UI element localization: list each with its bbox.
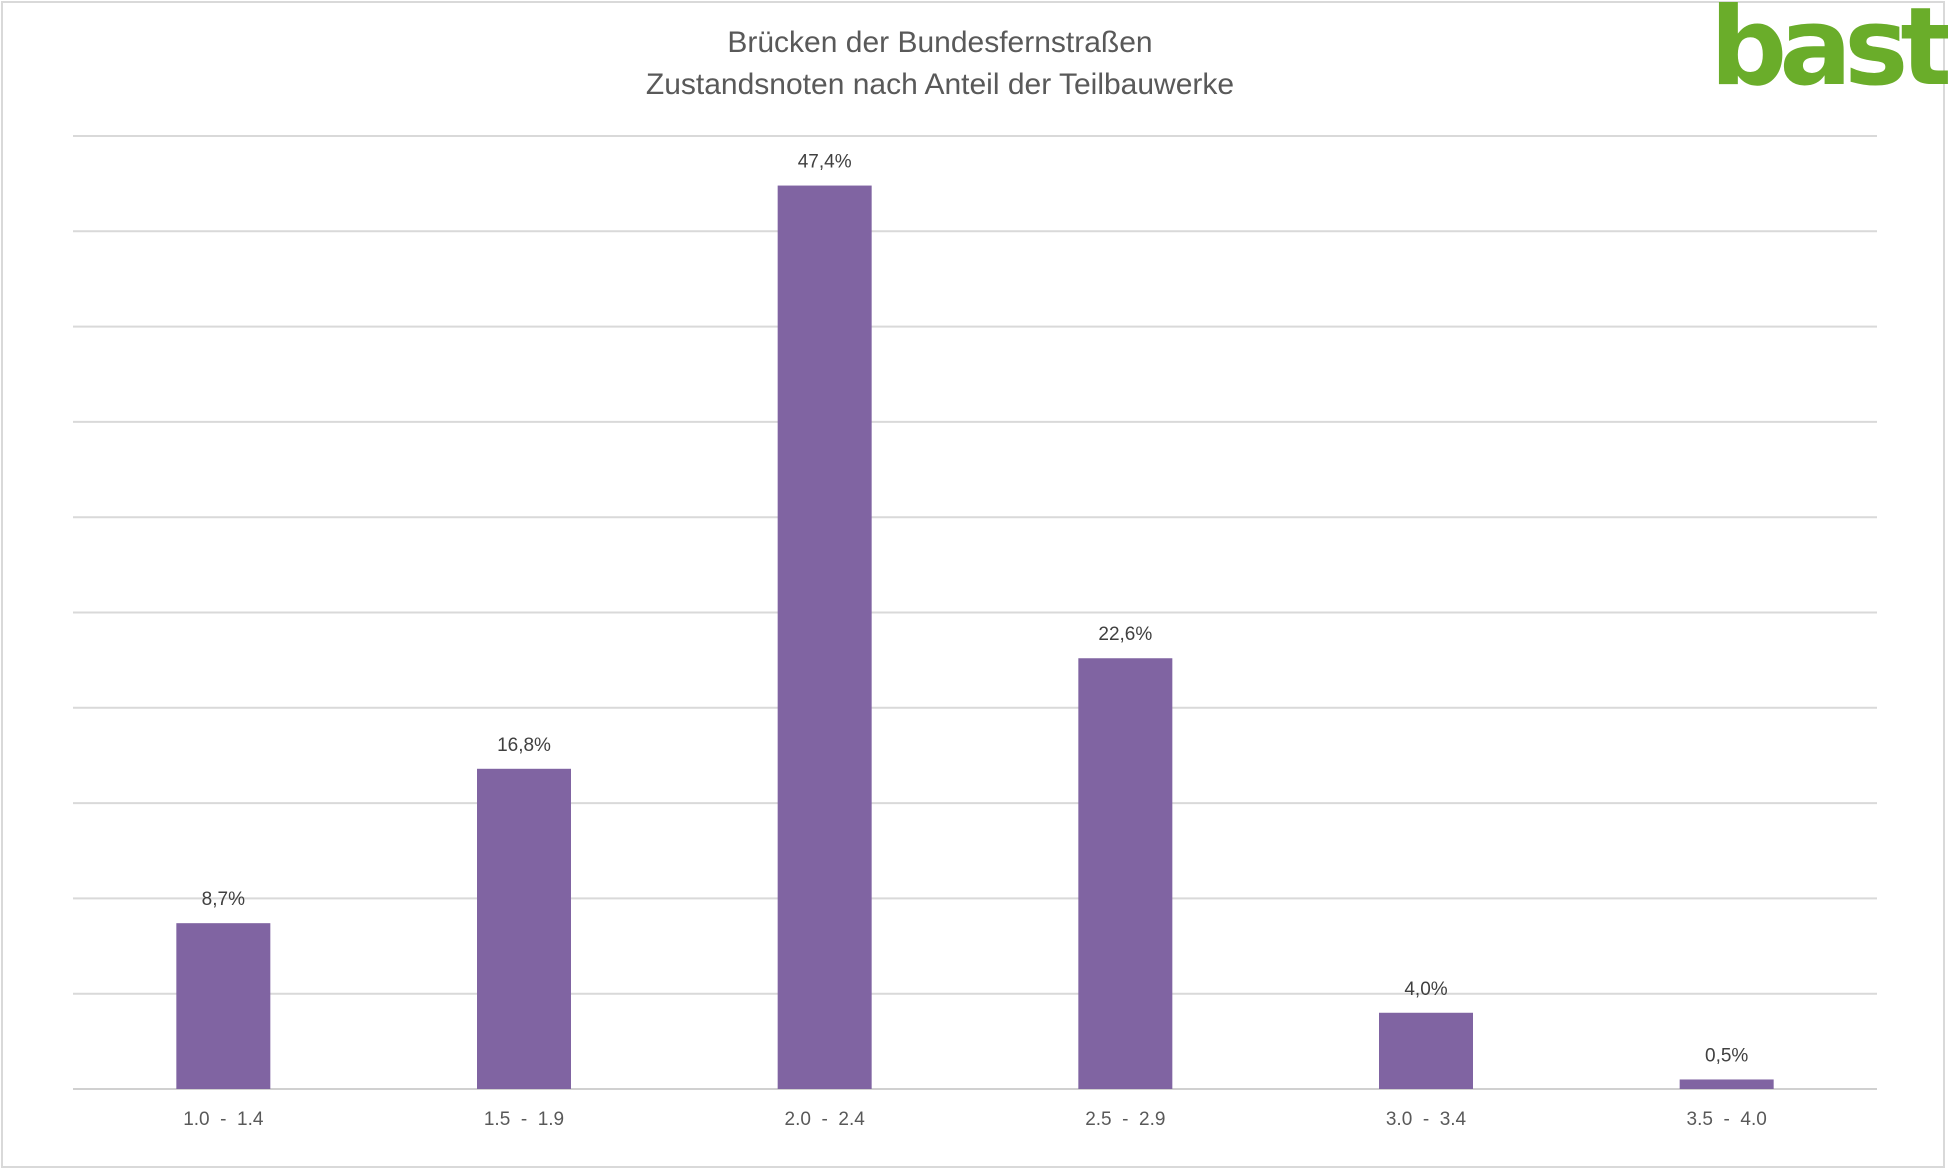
bar xyxy=(1379,1012,1473,1089)
bar xyxy=(777,185,872,1089)
x-tick-label: 2.5 - 2.9 xyxy=(1085,1109,1165,1130)
chart-title: Brücken der Bundesfernstraßen Zustandsno… xyxy=(0,22,1880,106)
x-tick-label: 2.0 - 2.4 xyxy=(785,1109,866,1130)
chart-title-line2: Zustandsnoten nach Anteil der Teilbauwer… xyxy=(645,68,1235,101)
x-tick-label: 3.0 - 3.4 xyxy=(1386,1109,1467,1130)
bar xyxy=(176,923,271,1089)
x-tick-labels: 1.0 - 1.4 1.5 - 1.9 2.0 - 2.4 2.5 - 2.9 3.0 … xyxy=(183,1109,1767,1130)
data-label: 16,8% xyxy=(497,735,551,756)
gridlines xyxy=(73,135,1877,1090)
value-labels: 8,7% 16,8% 47,4% 22,6% 4,0% 0,5% xyxy=(202,152,1749,1067)
bars xyxy=(176,185,1774,1089)
x-tick-label: 1.5 - 1.9 xyxy=(484,1109,564,1130)
bar xyxy=(1679,1079,1774,1089)
data-label: 47,4% xyxy=(798,152,852,173)
chart-title-line1: Brücken der Bundesfernstraßen xyxy=(727,26,1153,59)
x-tick-label: 3.5 - 4.0 xyxy=(1687,1109,1767,1130)
x-tick-label: 1.0 - 1.4 xyxy=(183,1109,264,1130)
bast-logo: bast xyxy=(1709,0,1948,110)
data-label: 22,6% xyxy=(1098,624,1152,645)
bar xyxy=(1078,658,1173,1089)
bar xyxy=(477,768,571,1089)
data-label: 8,7% xyxy=(202,889,245,910)
data-label: 0,5% xyxy=(1705,1045,1748,1066)
data-label: 4,0% xyxy=(1404,979,1447,1000)
